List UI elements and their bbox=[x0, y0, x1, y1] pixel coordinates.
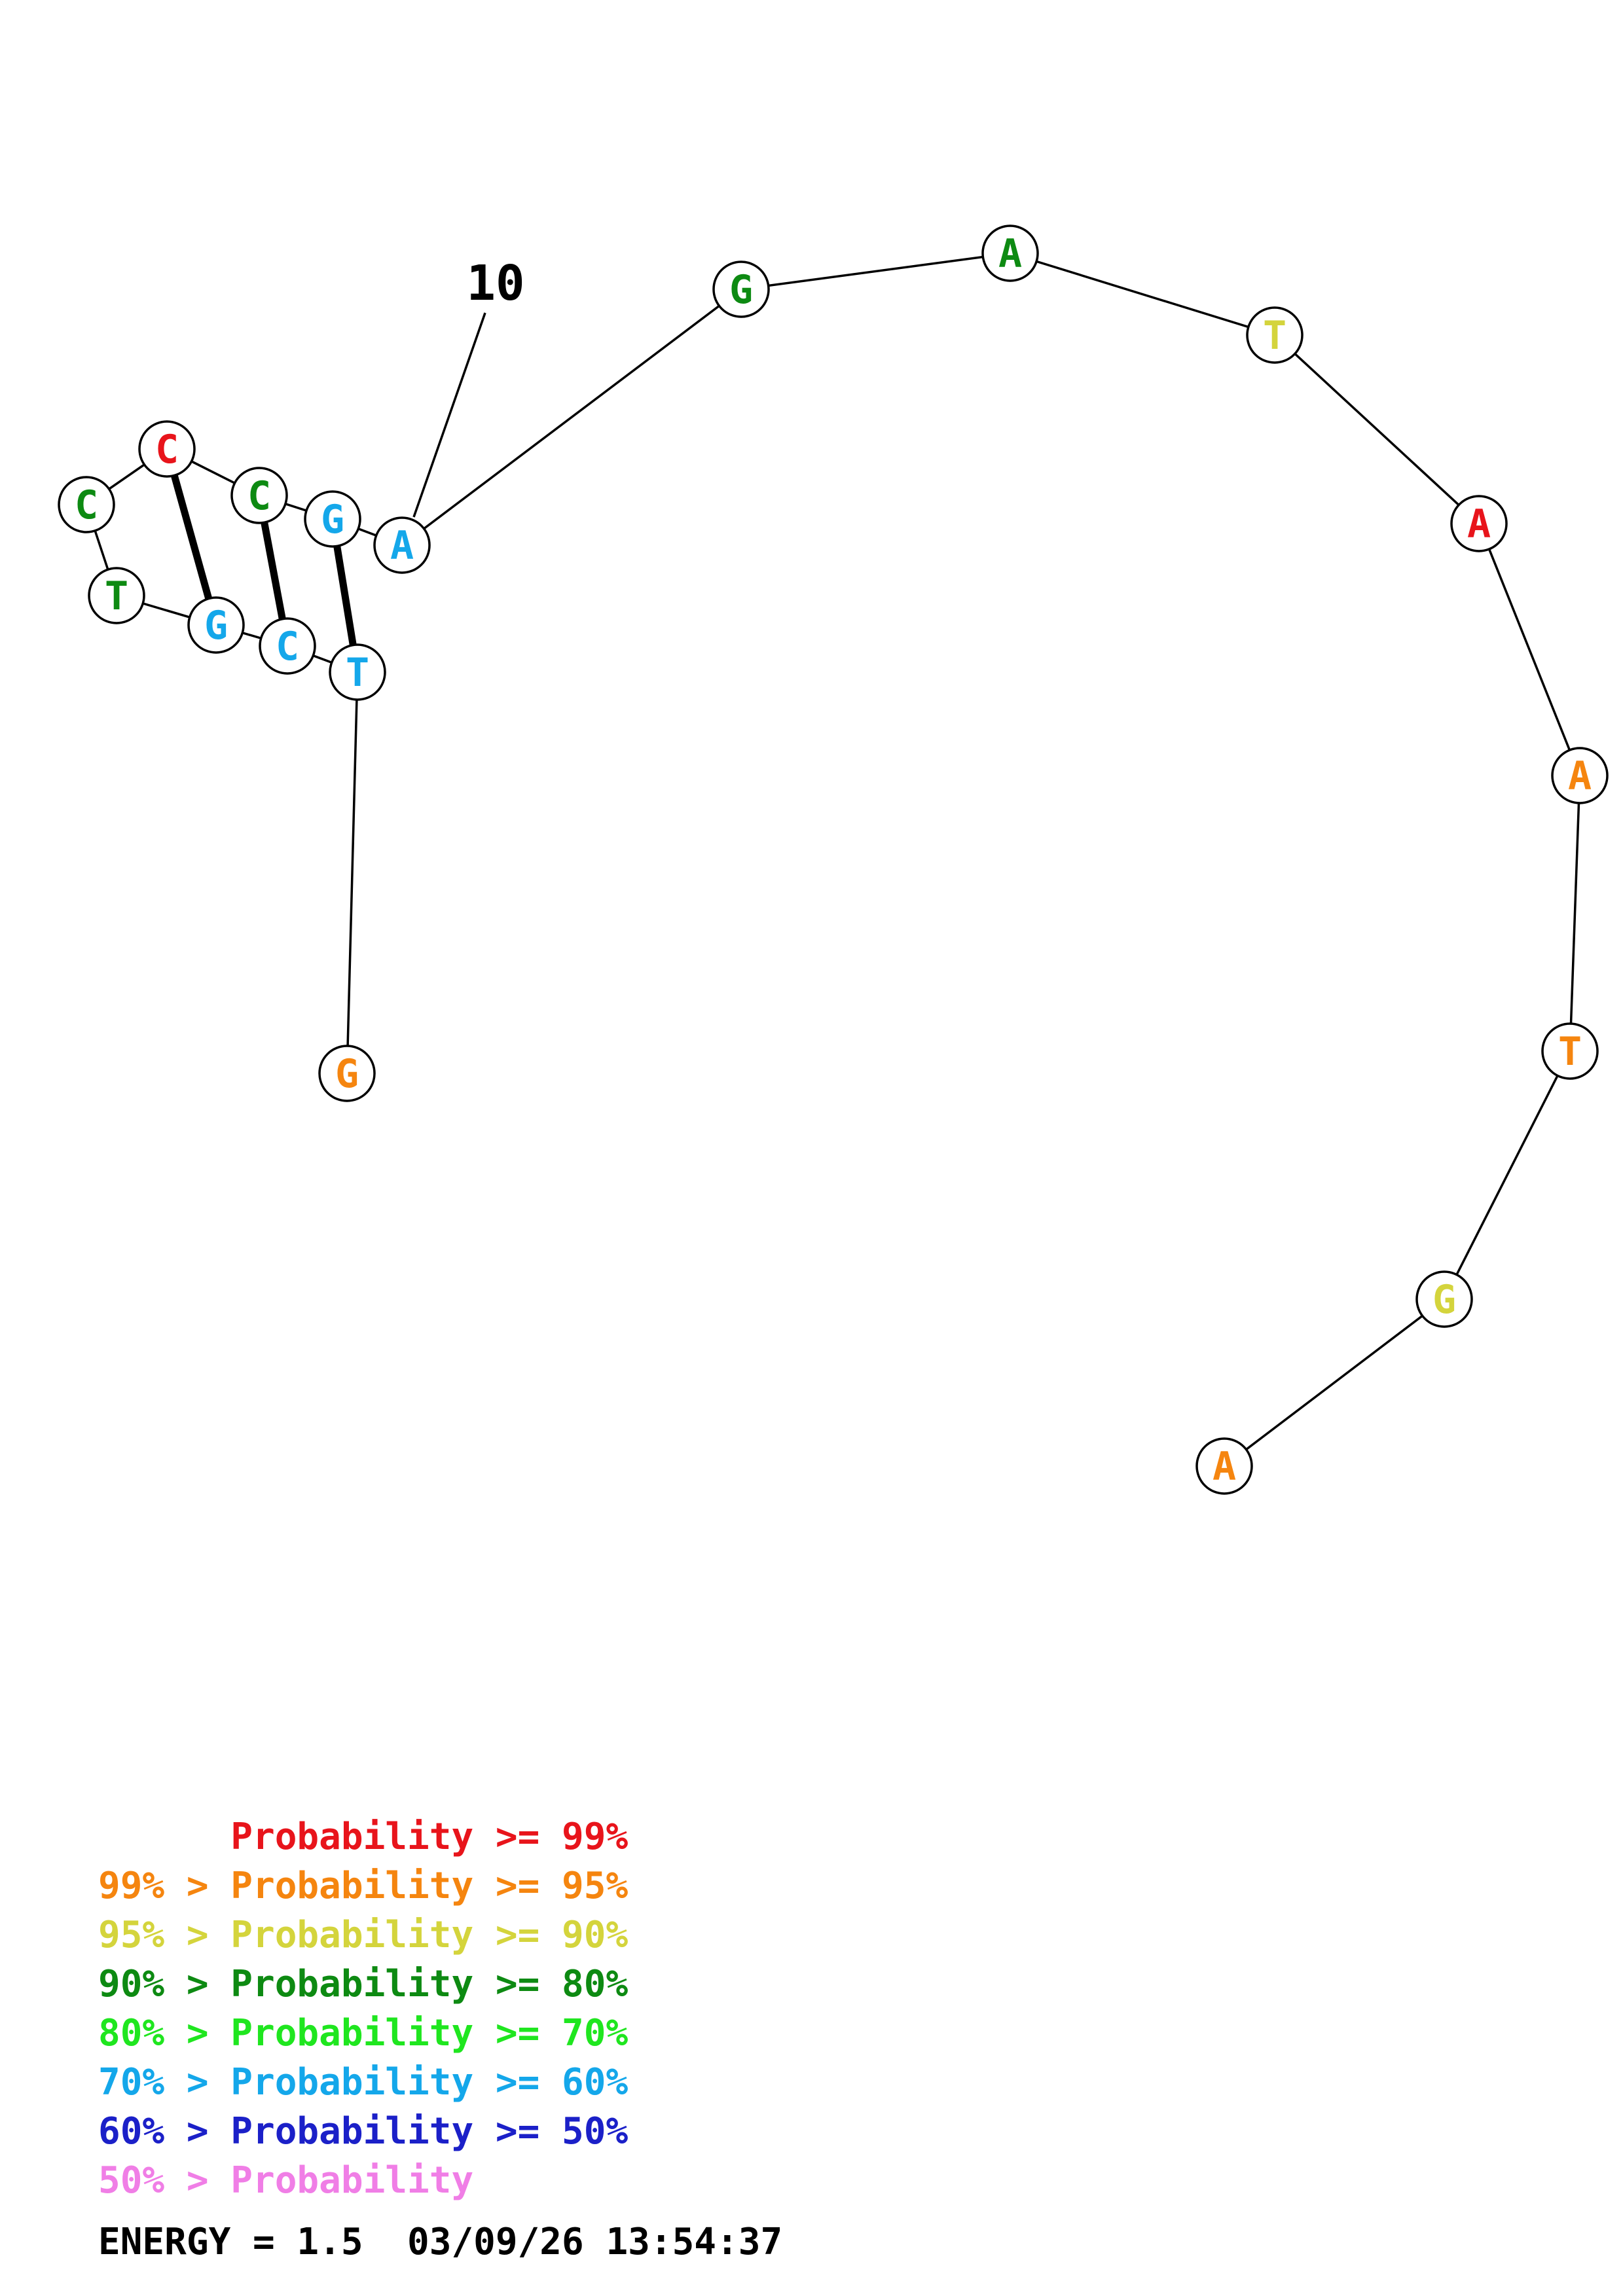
nucleotide: T bbox=[329, 643, 386, 701]
backbone-bond bbox=[346, 672, 359, 1074]
nucleotide: A bbox=[1450, 495, 1508, 552]
nucleotide: G bbox=[1415, 1270, 1473, 1328]
probability-legend: Probability >= 99% 99% > Probability >= … bbox=[98, 1816, 628, 2202]
base-pair-bond bbox=[333, 545, 357, 646]
backbone-bond bbox=[1443, 1050, 1571, 1300]
nucleotide-circle bbox=[1415, 1270, 1473, 1328]
nucleotide: A bbox=[1551, 747, 1609, 804]
nucleotide-letter: A bbox=[1568, 753, 1592, 799]
nucleotide-letter: A bbox=[998, 231, 1022, 277]
nucleotide-letter: T bbox=[1263, 313, 1286, 359]
nucleotide-letter: G bbox=[321, 497, 344, 543]
backbone-bond bbox=[1478, 523, 1581, 776]
position-tick-line bbox=[412, 312, 486, 518]
backbone-bond bbox=[740, 252, 1011, 291]
legend-line: 95% > Probability >= 90% bbox=[98, 1914, 628, 1956]
legend-line: 90% > Probability >= 80% bbox=[98, 1963, 628, 2005]
legend-line: 80% > Probability >= 70% bbox=[98, 2012, 628, 2054]
nucleotide: T bbox=[88, 567, 145, 624]
nucleotide-circle bbox=[138, 420, 196, 478]
nucleotide-letter: C bbox=[75, 482, 98, 528]
nucleotide-letter: C bbox=[155, 427, 179, 473]
backbone-bond bbox=[1569, 775, 1581, 1052]
legend-line: 50% > Probability bbox=[98, 2159, 473, 2202]
nucleotide-letter: C bbox=[247, 473, 271, 519]
nucleotide: G bbox=[318, 1045, 376, 1102]
legend-line: 70% > Probability >= 60% bbox=[98, 2061, 628, 2104]
legend-line: 99% > Probability >= 95% bbox=[98, 1865, 628, 1907]
nucleotide-letter: A bbox=[390, 523, 414, 569]
nucleotide: G bbox=[304, 490, 361, 548]
nucleotide-circle bbox=[304, 490, 361, 548]
nucleotide: C bbox=[230, 467, 288, 524]
nucleotide-letter: G bbox=[204, 603, 228, 649]
nucleotide-letter: G bbox=[335, 1051, 359, 1097]
nucleotide-letter: A bbox=[1213, 1444, 1236, 1490]
nucleotide: C bbox=[138, 420, 196, 478]
nucleotide-circle bbox=[230, 467, 288, 524]
nucleotide-letter: G bbox=[1432, 1277, 1456, 1323]
nucleotide-circle bbox=[259, 617, 316, 675]
nucleotide: A bbox=[981, 224, 1039, 282]
nucleotide-circle bbox=[318, 1045, 376, 1102]
backbone-bond bbox=[1223, 1298, 1446, 1467]
nucleotide: G bbox=[712, 260, 770, 318]
backbone bbox=[85, 252, 1581, 1467]
nucleotide-circle bbox=[1246, 306, 1304, 364]
backbone-bond bbox=[401, 288, 742, 547]
nucleotide: G bbox=[187, 596, 245, 654]
nucleotide: A bbox=[373, 516, 431, 574]
nucleotide-letter: T bbox=[346, 650, 369, 696]
base-pairs bbox=[170, 474, 357, 646]
nucleotide-letter: T bbox=[105, 573, 128, 619]
base-pair-bond bbox=[170, 474, 213, 600]
nucleotide-circle bbox=[1450, 495, 1508, 552]
nucleotide-circle bbox=[1541, 1022, 1599, 1080]
nucleotide-circle bbox=[58, 476, 115, 533]
nucleotide: A bbox=[1195, 1437, 1253, 1495]
position-tick-label: 10 bbox=[466, 255, 524, 312]
nucleotide-letter: T bbox=[1558, 1029, 1582, 1075]
nucleotide: C bbox=[259, 617, 316, 675]
nucleotide-circle bbox=[187, 596, 245, 654]
nucleotide-circle bbox=[712, 260, 770, 318]
nucleotide-circle bbox=[981, 224, 1039, 282]
nucleotide-circle bbox=[1195, 1437, 1253, 1495]
backbone-bond bbox=[1273, 334, 1480, 525]
nucleotide: T bbox=[1246, 306, 1304, 364]
nucleotide-circle bbox=[1551, 747, 1609, 804]
backbone-bond bbox=[1010, 252, 1275, 336]
nucleotide-circle bbox=[373, 516, 431, 574]
base-pair-bond bbox=[261, 522, 286, 620]
legend-line: 60% > Probability >= 50% bbox=[98, 2110, 628, 2153]
nucleotide-letter: C bbox=[276, 624, 299, 670]
legend-line: Probability >= 99% bbox=[98, 1816, 628, 1858]
nucleotide-circle bbox=[88, 567, 145, 624]
energy-timestamp: ENERGY = 1.5 03/09/26 13:54:37 bbox=[98, 2221, 782, 2263]
nucleotide-letter: G bbox=[729, 267, 753, 313]
nucleotide: C bbox=[58, 476, 115, 533]
nucleotide: T bbox=[1541, 1022, 1599, 1080]
nucleotide-letter: A bbox=[1467, 501, 1491, 547]
nucleotide-circle bbox=[329, 643, 386, 701]
